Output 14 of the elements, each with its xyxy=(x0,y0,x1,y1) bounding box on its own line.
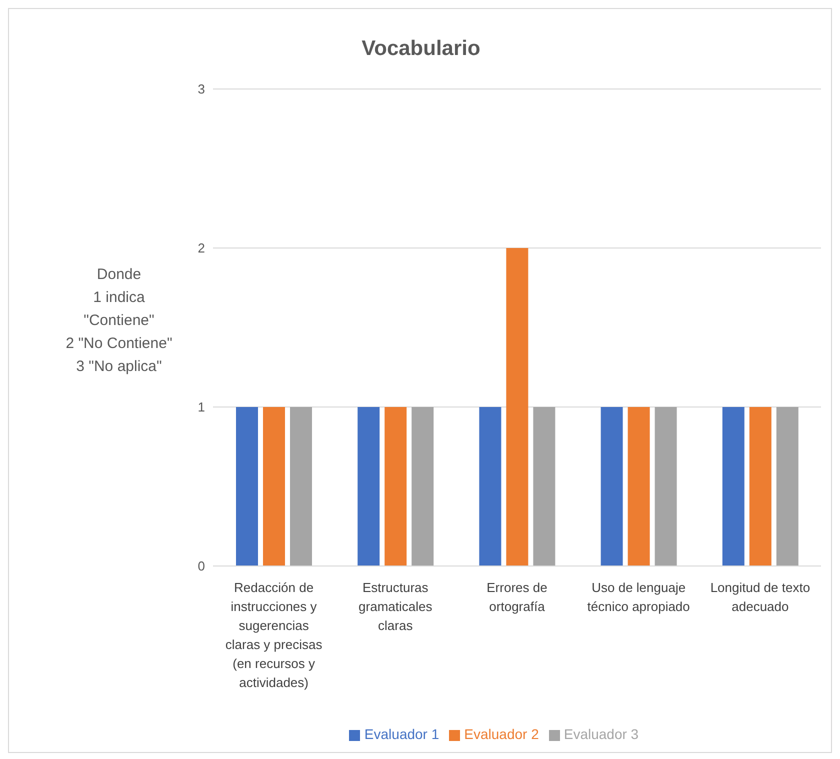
legend-label: Evaluador 2 xyxy=(464,726,539,742)
y-axis-title: Donde 1 indica "Contiene" 2 "No Contiene" 3 "No aplica" xyxy=(64,265,174,377)
legend-label: Evaluador 3 xyxy=(564,726,639,742)
y-tick-label: 2 xyxy=(198,240,205,256)
x-tick-label: Errores de ortografía xyxy=(486,580,548,614)
x-tick-label: Estructuras gramaticales claras xyxy=(358,580,433,633)
x-tick-label: Longitud de texto adecuado xyxy=(710,580,810,614)
legend-label: Evaluador 1 xyxy=(364,726,440,742)
y-tick-label: 0 xyxy=(198,558,205,574)
y-tick-label: 1 xyxy=(198,400,205,415)
x-tick-label: Redacción de instrucciones y sugerencias claras y precisas (en recursos y actividades) xyxy=(225,580,323,690)
y-tick-label: 3 xyxy=(198,82,205,97)
x-tick-label: Uso de lenguaje técnico apropiado xyxy=(587,580,690,614)
chart-title: Vocabulario xyxy=(360,37,482,61)
